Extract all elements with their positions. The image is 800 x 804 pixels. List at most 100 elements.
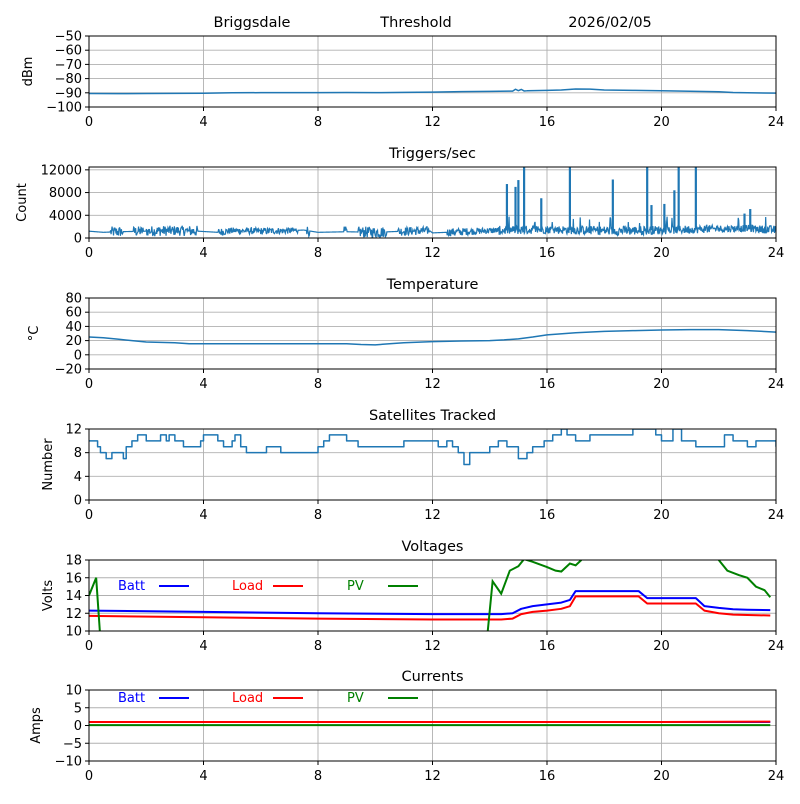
x-tick-label: 12 xyxy=(424,377,441,392)
x-tick-label: 20 xyxy=(653,377,670,392)
header-site: Briggsdale xyxy=(214,15,291,31)
legend-label-batt: Batt xyxy=(118,579,145,594)
x-tick-label: 4 xyxy=(199,377,207,392)
legend-label-pv: PV xyxy=(347,579,364,594)
x-tick-label: 0 xyxy=(85,769,93,784)
y-tick-label: 5 xyxy=(74,701,82,716)
y-tick-label: 12000 xyxy=(41,163,82,178)
y-tick-label: 20 xyxy=(65,334,82,349)
x-tick-label: 0 xyxy=(85,639,93,654)
y-tick-label: 8 xyxy=(74,446,82,461)
x-tick-label: 8 xyxy=(314,246,322,261)
x-tick-label: 24 xyxy=(768,246,785,261)
header-mode: Threshold xyxy=(379,15,451,31)
plot-area xyxy=(89,559,770,640)
x-tick-label: 4 xyxy=(199,115,207,130)
y-tick-label: 12 xyxy=(65,607,82,622)
x-tick-label: 0 xyxy=(85,115,93,130)
x-tick-label: 12 xyxy=(424,639,441,654)
x-tick-label: 20 xyxy=(653,639,670,654)
y-tick-label: 18 xyxy=(65,554,82,569)
y-tick-label: 40 xyxy=(65,320,82,335)
y-axis-label: °C xyxy=(27,326,42,342)
x-tick-label: 20 xyxy=(653,508,670,523)
y-tick-label: 80 xyxy=(65,292,82,307)
x-tick-label: 16 xyxy=(539,246,556,261)
panel-title: Temperature xyxy=(386,277,479,293)
y-tick-label: 14 xyxy=(65,589,82,604)
y-tick-label: −70 xyxy=(55,58,82,73)
y-tick-label: 8000 xyxy=(49,186,82,201)
x-tick-label: 20 xyxy=(653,246,670,261)
panel-triggers: 0 4 8 12 16 20 24 0 4000 8000 12000 Triggers/sec Cou… xyxy=(15,146,784,261)
y-tick-label: 4 xyxy=(74,470,82,485)
y-tick-label: 0 xyxy=(74,232,82,247)
x-tick-label: 16 xyxy=(539,115,556,130)
panel-title: Voltages xyxy=(402,539,464,555)
x-tick-label: 8 xyxy=(314,639,322,654)
y-tick-label: 0 xyxy=(74,348,82,363)
x-tick-label: 4 xyxy=(199,769,207,784)
legend-label-pv: PV xyxy=(347,691,364,706)
x-tick-label: 16 xyxy=(539,639,556,654)
y-tick-label: −5 xyxy=(63,737,82,752)
y-tick-label: 0 xyxy=(74,719,82,734)
y-axis-label: Number xyxy=(41,438,56,491)
x-tick-label: 16 xyxy=(539,377,556,392)
x-tick-label: 24 xyxy=(768,115,785,130)
x-tick-label: 12 xyxy=(424,769,441,784)
y-tick-label: 4000 xyxy=(49,209,82,224)
y-axis-label: Amps xyxy=(29,707,44,744)
x-tick-label: 20 xyxy=(653,769,670,784)
x-tick-label: 4 xyxy=(199,246,207,261)
panel-title: Satellites Tracked xyxy=(369,408,496,424)
x-tick-label: 24 xyxy=(768,639,785,654)
y-tick-label: 16 xyxy=(65,571,82,586)
legend-label-load: Load xyxy=(232,691,263,706)
panel-title: Triggers/sec xyxy=(388,146,476,162)
y-axis-label: Count xyxy=(15,183,30,222)
y-tick-label: 60 xyxy=(65,306,82,321)
x-tick-label: 8 xyxy=(314,508,322,523)
x-tick-label: 4 xyxy=(199,639,207,654)
x-tick-label: 20 xyxy=(653,115,670,130)
x-tick-label: 12 xyxy=(424,115,441,130)
y-tick-label: −50 xyxy=(55,30,82,45)
series-pv-segment xyxy=(487,559,581,640)
y-axis-label: Volts xyxy=(41,580,56,612)
x-tick-label: 0 xyxy=(85,246,93,261)
y-tick-label: 10 xyxy=(65,625,82,640)
y-tick-label: 0 xyxy=(74,494,82,509)
x-tick-label: 24 xyxy=(768,769,785,784)
y-tick-label: −90 xyxy=(55,86,82,101)
x-tick-label: 0 xyxy=(85,377,93,392)
plot-area xyxy=(89,722,770,726)
series-pv-segment xyxy=(719,560,771,597)
x-tick-label: 12 xyxy=(424,246,441,261)
x-tick-label: 8 xyxy=(314,115,322,130)
y-tick-label: −20 xyxy=(55,363,82,378)
x-tick-label: 12 xyxy=(424,508,441,523)
header-date: 2026/02/05 xyxy=(568,15,652,31)
series-load xyxy=(89,596,770,619)
x-tick-label: 8 xyxy=(314,377,322,392)
y-tick-label: −80 xyxy=(55,72,82,87)
x-tick-label: 4 xyxy=(199,508,207,523)
y-axis-label: dBm xyxy=(21,57,36,87)
x-tick-label: 16 xyxy=(539,769,556,784)
x-tick-label: 16 xyxy=(539,508,556,523)
legend-label-batt: Batt xyxy=(118,691,145,706)
y-tick-label: 10 xyxy=(65,684,82,699)
x-tick-label: 24 xyxy=(768,377,785,392)
y-tick-label: −10 xyxy=(55,755,82,770)
x-tick-label: 24 xyxy=(768,508,785,523)
y-tick-label: −100 xyxy=(46,101,82,116)
y-tick-label: 12 xyxy=(65,423,82,438)
panel-title: Currents xyxy=(401,669,463,685)
